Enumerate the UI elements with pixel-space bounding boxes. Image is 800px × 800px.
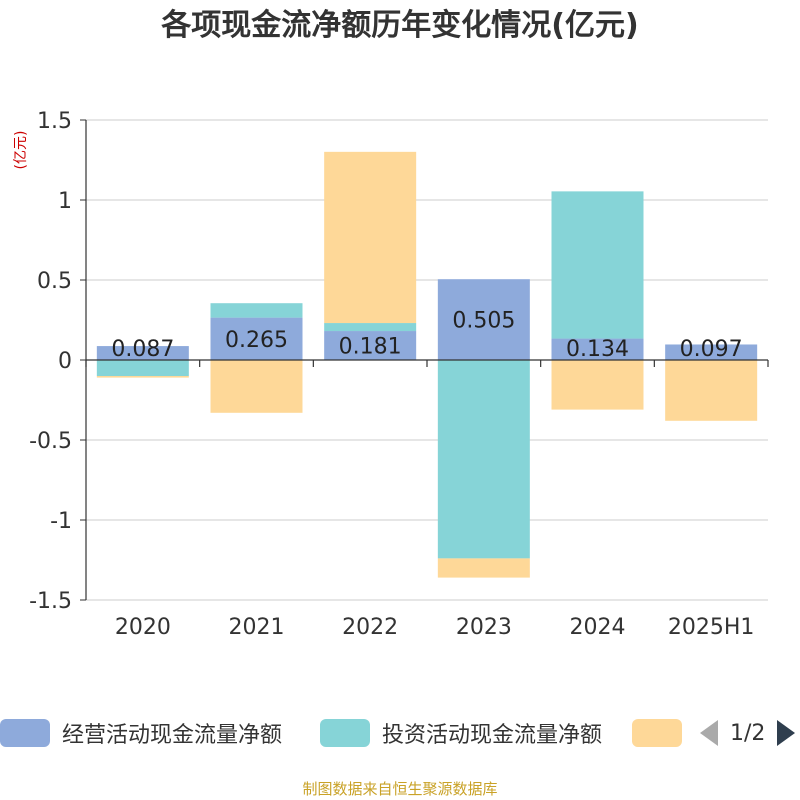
bar-segment [665,344,758,360]
bar-segment [551,191,644,339]
x-tick-label: 2023 [456,615,512,640]
y-tick-label: 1 [58,189,72,214]
legend-pager: 1/2 [700,716,796,750]
x-tick-label: 2022 [342,615,398,640]
y-tick-label: -0.5 [29,429,72,454]
data-label: 0.181 [339,335,402,360]
bar-segment [437,279,530,360]
legend-label-operating: 经营活动现金流量净额 [62,723,283,748]
bar-segment [437,558,530,578]
y-tick-label: -1 [50,509,72,534]
y-tick-label: 1.5 [37,109,72,134]
x-tick-label: 2024 [570,615,626,640]
bar-segment [324,323,417,332]
bar-segment [551,360,644,410]
source-note: 制图数据来自恒生聚源数据库 [302,780,498,798]
bar-segment [210,303,303,318]
bar-segment [665,360,758,421]
legend-next-page-icon[interactable] [777,720,796,746]
legend-swatch-third [632,719,682,747]
legend-page-indicator: 1/2 [730,720,766,746]
data-label: 0.097 [680,337,743,362]
bar-segment [96,376,189,378]
legend-prev-page-icon[interactable] [700,720,718,746]
legend-swatch-operating [0,719,50,747]
bar-segment [324,151,417,324]
bar-segment [96,360,189,376]
bar-segment [210,317,303,360]
bar-segment [437,360,530,559]
y-tick-label: 0 [58,349,72,374]
y-tick-label: -1.5 [29,589,72,614]
bar-segment [96,346,189,360]
bar-segment [210,360,303,413]
bar-segment [324,331,417,360]
data-label: 0.505 [452,309,515,334]
legend-item-third[interactable] [632,716,694,750]
data-label: 0.134 [566,337,629,362]
chart-title: 各项现金流净额历年变化情况(亿元) [161,8,639,43]
data-label: 0.087 [111,337,174,362]
chart-canvas: 1.5 1 0.5 0 -0.5 -1 -1.5 2020 2021 2022 2023 2024 20… [29,109,769,640]
bar-segment [551,338,644,360]
data-label: 0.265 [225,328,288,353]
legend-label-investing: 投资活动现金流量净额 [382,723,603,748]
legend: 经营活动现金流量净额 投资活动现金流量净额 1/2 [0,716,800,756]
x-tick-label: 2020 [115,615,171,640]
x-tick-label: 2025H1 [668,615,755,640]
legend-item-investing[interactable]: 投资活动现金流量净额 [320,716,602,750]
x-tick-label: 2021 [229,615,285,640]
legend-swatch-investing [320,719,370,747]
y-tick-label: 0.5 [37,269,72,294]
legend-item-operating[interactable]: 经营活动现金流量净额 [0,716,282,750]
